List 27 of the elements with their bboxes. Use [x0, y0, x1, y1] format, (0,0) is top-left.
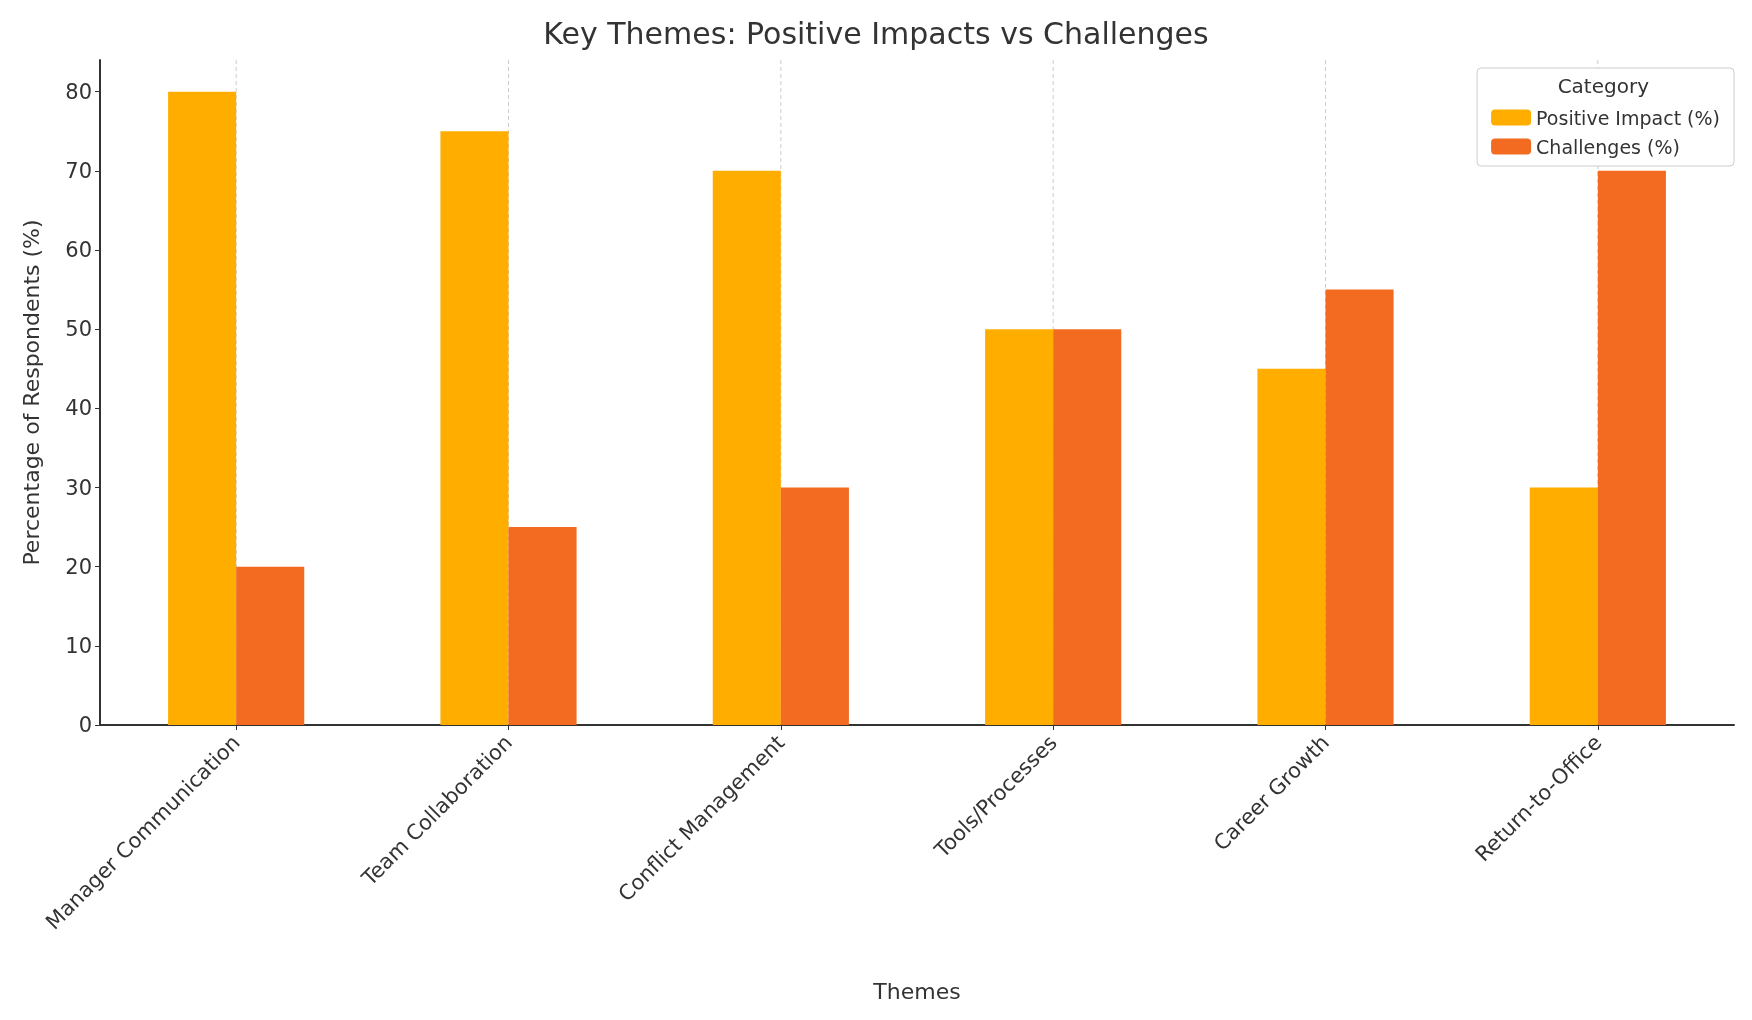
y-tick-label: 20 — [65, 554, 92, 579]
bar — [712, 170, 781, 725]
y-tick-label: 50 — [65, 317, 92, 342]
bar — [780, 487, 849, 725]
chart-title: Key Themes: Positive Impacts vs Challenges — [543, 15, 1209, 51]
y-tick-label: 70 — [65, 158, 92, 183]
y-axis-title: Percentage of Respondents (%) — [18, 219, 44, 566]
y-tick-label: 0 — [78, 713, 92, 737]
legend-title: Category — [1557, 74, 1650, 98]
bar — [168, 91, 237, 725]
y-tick-label: 80 — [65, 79, 92, 104]
y-tick-label: 60 — [65, 238, 92, 262]
bar — [440, 131, 509, 725]
legend-label: Positive Impact (%) — [1536, 106, 1721, 129]
legend-label: Challenges (%) — [1536, 135, 1680, 158]
bar — [1257, 368, 1326, 725]
bar — [985, 329, 1054, 725]
x-axis-title: Themes — [872, 978, 961, 1004]
y-tick-label: 40 — [65, 396, 92, 421]
bar — [1597, 170, 1666, 725]
bar — [1325, 289, 1394, 725]
y-tick-label: 10 — [65, 633, 92, 658]
y-tick-label: 30 — [65, 475, 92, 500]
bar — [1529, 487, 1598, 725]
bar — [508, 527, 577, 725]
bar — [1053, 329, 1122, 725]
bar — [236, 566, 305, 725]
